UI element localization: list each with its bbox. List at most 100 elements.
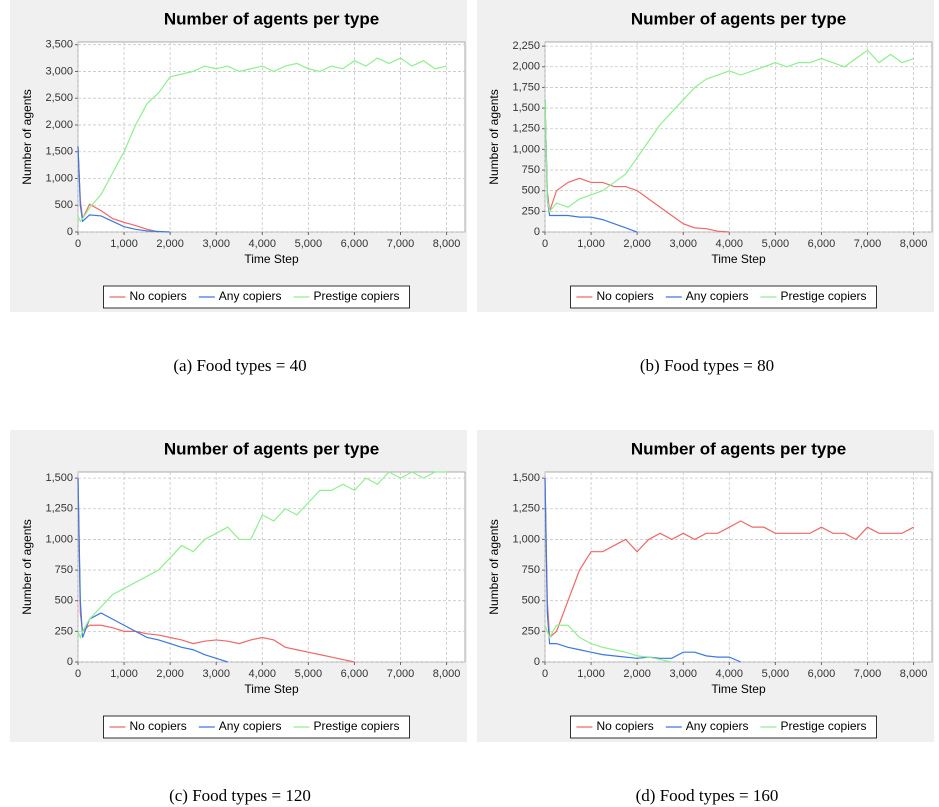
chart-title: Number of agents per type bbox=[164, 439, 379, 458]
x-tick-label: 7,000 bbox=[387, 668, 415, 680]
legend-label: Prestige copiers bbox=[781, 289, 867, 303]
x-tick-label: 4,000 bbox=[716, 238, 744, 250]
y-tick-label: 0 bbox=[534, 226, 540, 238]
legend: No copiers Any copiers Prestige copiers bbox=[570, 715, 877, 739]
x-tick-label: 6,000 bbox=[341, 668, 369, 680]
y-tick-label: 1,250 bbox=[512, 503, 540, 515]
x-tick-label: 5,000 bbox=[762, 668, 790, 680]
x-tick-label: 1,000 bbox=[577, 668, 605, 680]
x-tick-label: 0 bbox=[542, 668, 548, 680]
caption: (c) Food types = 120 bbox=[169, 786, 311, 805]
x-tick-label: 6,000 bbox=[808, 238, 836, 250]
series-line bbox=[77, 478, 355, 663]
y-tick-label: 2,000 bbox=[45, 119, 73, 131]
y-tick-label: 750 bbox=[522, 564, 540, 576]
legend-box bbox=[103, 715, 410, 739]
y-tick-label: 0 bbox=[534, 656, 540, 668]
y-tick-label: 3,000 bbox=[45, 65, 73, 77]
y-axis-label: Number of agents bbox=[20, 89, 34, 184]
x-tick-label: 8,000 bbox=[900, 668, 928, 680]
y-tick-label: 1,000 bbox=[512, 143, 540, 155]
legend-label: Any copiers bbox=[686, 289, 749, 303]
legend: No copiers Any copiers Prestige copiers bbox=[570, 285, 877, 309]
x-tick-label: 0 bbox=[75, 668, 81, 680]
x-tick-label: 4,000 bbox=[249, 238, 277, 250]
series-line bbox=[544, 478, 742, 663]
x-tick-label: 2,000 bbox=[156, 668, 184, 680]
legend-box bbox=[103, 285, 410, 309]
x-tick-label: 8,000 bbox=[900, 238, 928, 250]
x-axis-label: Time Step bbox=[244, 682, 299, 696]
y-tick-label: 1,250 bbox=[45, 503, 73, 515]
x-tick-label: 5,000 bbox=[762, 238, 790, 250]
series-line bbox=[77, 57, 447, 223]
plot-area bbox=[544, 41, 933, 233]
x-tick-label: 6,000 bbox=[808, 668, 836, 680]
y-tick-label: 750 bbox=[522, 164, 540, 176]
y-tick-label: 2,000 bbox=[512, 61, 540, 73]
y-tick-label: 1,500 bbox=[45, 146, 73, 158]
x-tick-label: 5,000 bbox=[295, 668, 323, 680]
legend-label: No copiers bbox=[596, 719, 653, 733]
y-tick-label: 250 bbox=[55, 625, 73, 637]
legend-label: Prestige copiers bbox=[314, 289, 400, 303]
x-tick-label: 2,000 bbox=[623, 238, 651, 250]
x-axis-label: Time Step bbox=[244, 252, 299, 266]
legend-label: Prestige copiers bbox=[781, 719, 867, 733]
y-axis-label: Number of agents bbox=[20, 519, 34, 614]
x-tick-label: 4,000 bbox=[716, 668, 744, 680]
x-tick-label: 4,000 bbox=[249, 668, 277, 680]
x-tick-label: 7,000 bbox=[854, 668, 882, 680]
x-tick-label: 3,000 bbox=[202, 238, 230, 250]
chart-title: Number of agents per type bbox=[631, 439, 846, 458]
y-tick-label: 3,500 bbox=[45, 39, 73, 51]
x-tick-label: 3,000 bbox=[669, 668, 697, 680]
caption: (d) Food types = 160 bbox=[636, 786, 779, 805]
x-tick-label: 3,000 bbox=[669, 238, 697, 250]
y-axis-label: Number of agents bbox=[487, 89, 501, 184]
y-tick-label: 1,000 bbox=[45, 533, 73, 545]
y-tick-label: 250 bbox=[522, 625, 540, 637]
plot-area bbox=[77, 471, 466, 663]
y-tick-label: 2,500 bbox=[45, 92, 73, 104]
x-tick-label: 8,000 bbox=[433, 238, 461, 250]
x-tick-label: 2,000 bbox=[623, 668, 651, 680]
y-tick-label: 2,250 bbox=[512, 40, 540, 52]
y-tick-label: 0 bbox=[67, 226, 73, 238]
y-tick-label: 1,250 bbox=[512, 123, 540, 135]
series-line bbox=[544, 99, 730, 233]
legend-label: Any copiers bbox=[219, 719, 282, 733]
x-tick-label: 1,000 bbox=[110, 238, 138, 250]
legend-label: No copiers bbox=[596, 289, 653, 303]
y-tick-label: 250 bbox=[522, 205, 540, 217]
legend-label: Any copiers bbox=[686, 719, 749, 733]
x-tick-label: 0 bbox=[542, 238, 548, 250]
x-axis-label: Time Step bbox=[711, 682, 766, 696]
legend-box bbox=[570, 715, 877, 739]
legend: No copiers Any copiers Prestige copiers bbox=[103, 715, 410, 739]
y-tick-label: 1,000 bbox=[45, 172, 73, 184]
series-line bbox=[544, 478, 914, 639]
x-tick-label: 7,000 bbox=[854, 238, 882, 250]
legend-box bbox=[570, 285, 877, 309]
series-line bbox=[77, 471, 447, 640]
x-tick-label: 6,000 bbox=[341, 238, 369, 250]
legend-label: No copiers bbox=[129, 719, 186, 733]
series-line bbox=[77, 146, 171, 233]
x-axis-label: Time Step bbox=[711, 252, 766, 266]
legend: No copiers Any copiers Prestige copiers bbox=[103, 285, 410, 309]
x-tick-label: 5,000 bbox=[295, 238, 323, 250]
y-tick-label: 500 bbox=[55, 595, 73, 607]
legend-label: Prestige copiers bbox=[314, 719, 400, 733]
y-axis-label: Number of agents bbox=[487, 519, 501, 614]
x-tick-label: 1,000 bbox=[110, 668, 138, 680]
chart-title: Number of agents per type bbox=[164, 9, 379, 28]
caption: (a) Food types = 40 bbox=[173, 356, 306, 375]
chart-title: Number of agents per type bbox=[631, 9, 846, 28]
y-tick-label: 500 bbox=[522, 185, 540, 197]
x-tick-label: 1,000 bbox=[577, 238, 605, 250]
y-tick-label: 1,500 bbox=[45, 472, 73, 484]
series-line bbox=[77, 478, 228, 663]
x-tick-label: 8,000 bbox=[433, 668, 461, 680]
